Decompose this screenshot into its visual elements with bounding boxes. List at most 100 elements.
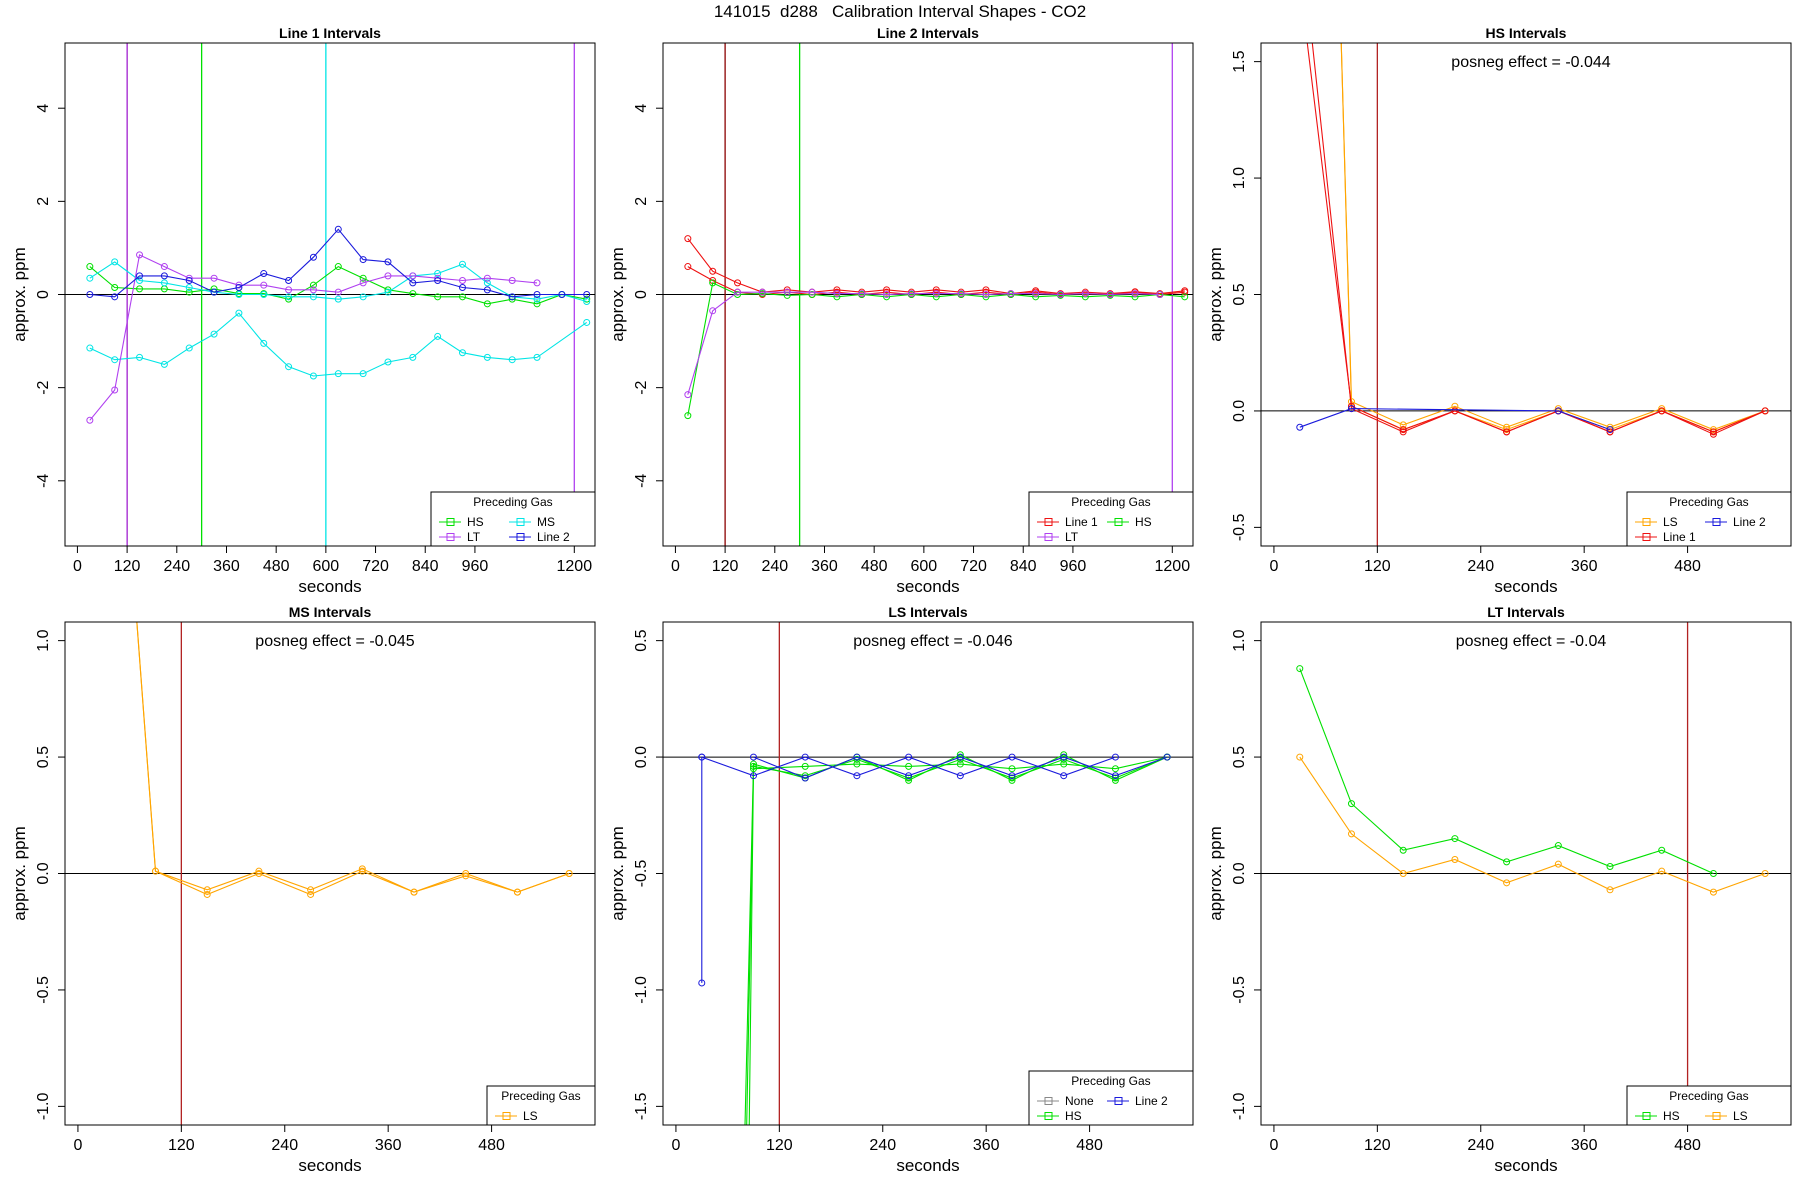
data-point xyxy=(210,330,218,338)
x-tick-label: 720 xyxy=(960,558,987,575)
x-tick-label: 0 xyxy=(1269,558,1278,575)
x-tick-label: 960 xyxy=(1060,558,1087,575)
x-tick-label: 0 xyxy=(671,1137,680,1154)
data-point xyxy=(801,762,809,770)
posneg-annotation: posneg effect = -0.044 xyxy=(1451,54,1610,71)
data-point xyxy=(1181,293,1189,301)
data-point xyxy=(883,293,891,301)
y-tick-label: 0.0 xyxy=(1231,862,1248,884)
data-point xyxy=(203,890,211,898)
data-point xyxy=(1181,288,1189,296)
legend-entry: Line 2 xyxy=(1733,515,1766,529)
y-tick-label: -2 xyxy=(633,380,650,394)
data-point xyxy=(285,286,293,294)
data-point xyxy=(932,290,940,298)
data-point xyxy=(533,353,541,361)
legend-marker xyxy=(1712,1112,1721,1120)
plot-area xyxy=(663,622,1193,1125)
series-line-ms xyxy=(89,312,588,377)
data-point xyxy=(734,279,742,287)
data-point xyxy=(136,272,144,280)
data-point xyxy=(734,288,742,296)
data-point xyxy=(111,284,119,292)
data-point xyxy=(801,772,809,780)
data-point xyxy=(1106,291,1114,298)
legend-entry: Line 1 xyxy=(1663,530,1696,544)
legend-marker xyxy=(1712,518,1721,526)
data-point xyxy=(956,751,964,759)
data-point xyxy=(462,870,470,877)
legend-entry: LS xyxy=(1663,515,1678,529)
plot-area xyxy=(1261,622,1791,1125)
legend-marker xyxy=(1044,1097,1053,1105)
series-line-ls xyxy=(1340,43,1766,431)
y-tick-label: 0.0 xyxy=(1231,400,1248,422)
data-point xyxy=(833,286,841,294)
data-point xyxy=(801,774,809,782)
data-point xyxy=(982,288,990,296)
y-tick-label: 2 xyxy=(35,197,52,206)
data-point xyxy=(210,288,218,296)
data-point xyxy=(853,755,861,763)
chart-panel-5: LS Intervals seconds approx. ppm 0 120 240 360… xyxy=(608,604,1194,1175)
x-axis-label: seconds xyxy=(1494,577,1557,596)
legend-entry: MS xyxy=(537,515,555,529)
data-point xyxy=(309,293,317,301)
data-point xyxy=(1111,776,1119,784)
data-point xyxy=(235,284,243,292)
data-point xyxy=(932,286,940,294)
plot-frame xyxy=(662,42,1194,547)
legend-entry: Line 2 xyxy=(1135,1094,1168,1108)
data-point xyxy=(409,290,417,298)
figure-title: 141015 d288 Calibration Interval Shapes … xyxy=(713,2,1087,21)
legend-entry: HS xyxy=(467,515,484,529)
legend-marker xyxy=(1114,1097,1123,1105)
data-point xyxy=(1761,407,1769,415)
y-tick-label: -4 xyxy=(35,474,52,488)
x-tick-label: 480 xyxy=(1076,1137,1103,1154)
legend-entry: LT xyxy=(467,530,481,544)
data-point xyxy=(982,293,990,301)
x-tick-label: 720 xyxy=(362,558,389,575)
legend-title: Preceding Gas xyxy=(501,1089,580,1103)
legend-title: Preceding Gas xyxy=(473,495,552,509)
y-tick-label: -1.0 xyxy=(633,976,650,1004)
data-point xyxy=(1163,753,1171,761)
plot-frame xyxy=(1260,42,1792,547)
data-point xyxy=(758,288,766,296)
data-point xyxy=(833,290,841,298)
chart-title: MS Intervals xyxy=(289,604,372,620)
data-point xyxy=(1709,870,1717,877)
x-tick-label: 120 xyxy=(766,1137,793,1154)
legend-box xyxy=(486,1085,596,1126)
data-point xyxy=(358,865,366,873)
data-point xyxy=(1347,402,1355,410)
data-point xyxy=(483,300,491,308)
data-point xyxy=(1709,430,1717,438)
data-point xyxy=(1606,863,1614,871)
data-point xyxy=(905,776,913,784)
data-point xyxy=(533,291,541,298)
x-tick-label: 240 xyxy=(761,558,788,575)
x-tick-label: 120 xyxy=(1364,558,1391,575)
data-point xyxy=(334,263,342,271)
y-tick-label: 0 xyxy=(35,290,52,299)
legend-box xyxy=(1626,1085,1792,1126)
plot-area xyxy=(65,43,595,546)
x-tick-label: 480 xyxy=(861,558,888,575)
data-point xyxy=(1606,423,1614,431)
x-tick-label: 120 xyxy=(168,1137,195,1154)
data-point xyxy=(86,291,94,298)
data-point xyxy=(907,290,915,298)
x-tick-label: 0 xyxy=(73,558,82,575)
legend-title: Preceding Gas xyxy=(1669,1089,1748,1103)
x-tick-label: 120 xyxy=(1364,1137,1391,1154)
posneg-annotation: posneg effect = -0.04 xyxy=(1456,633,1607,650)
data-point xyxy=(709,307,717,315)
series-line-ms xyxy=(89,261,587,303)
data-point xyxy=(982,291,990,298)
series-line-line-2 xyxy=(753,756,1168,779)
legend-marker xyxy=(446,518,455,526)
